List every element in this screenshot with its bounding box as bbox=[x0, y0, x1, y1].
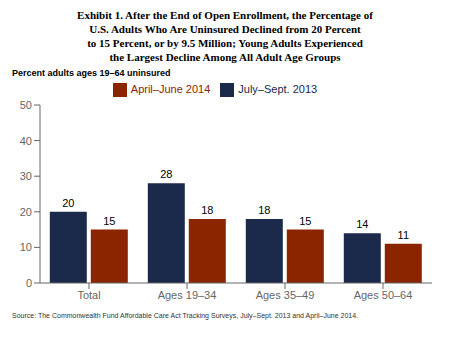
svg-text:10: 10 bbox=[20, 241, 32, 253]
svg-text:20: 20 bbox=[62, 197, 74, 209]
svg-text:30: 30 bbox=[20, 170, 32, 182]
svg-text:15: 15 bbox=[103, 215, 115, 227]
svg-text:14: 14 bbox=[356, 218, 368, 230]
svg-text:Ages 50–64: Ages 50–64 bbox=[354, 289, 413, 301]
svg-text:Ages 19–34: Ages 19–34 bbox=[158, 289, 217, 301]
svg-text:20: 20 bbox=[20, 206, 32, 218]
html-text:April–June 2014: April–June 2014 bbox=[130, 83, 211, 95]
html-text:Percent adults ages 19–64 unin: Percent adults ages 19–64 uninsured bbox=[12, 68, 171, 78]
svg-text:15: 15 bbox=[299, 215, 311, 227]
html-text:the Largest Decline Among All: the Largest Decline Among All Adult Age … bbox=[109, 51, 341, 63]
svg-text:18: 18 bbox=[258, 204, 270, 216]
svg-text:50: 50 bbox=[20, 99, 32, 111]
html-text:Source: The Commonwealth Fund: Source: The Commonwealth Fund Affordable… bbox=[12, 312, 359, 319]
svg-text:18: 18 bbox=[201, 204, 213, 216]
svg-text:40: 40 bbox=[20, 135, 32, 147]
html-text:to 15 Percent, or by 9.5 Milli: to 15 Percent, or by 9.5 Million; Young … bbox=[87, 37, 363, 49]
html-text:July–Sept. 2013: July–Sept. 2013 bbox=[238, 83, 318, 95]
html-text:U.S. Adults Who Are Uninsured: U.S. Adults Who Are Uninsured Declined f… bbox=[89, 23, 361, 35]
svg-text:0: 0 bbox=[26, 277, 32, 289]
html-text:Exhibit 1. After the End of Op: Exhibit 1. After the End of Open Enrollm… bbox=[77, 9, 373, 21]
svg-text:Total: Total bbox=[77, 289, 100, 301]
svg-text:Ages 35–49: Ages 35–49 bbox=[256, 289, 315, 301]
svg-text:28: 28 bbox=[160, 168, 172, 180]
svg-text:11: 11 bbox=[398, 229, 409, 241]
